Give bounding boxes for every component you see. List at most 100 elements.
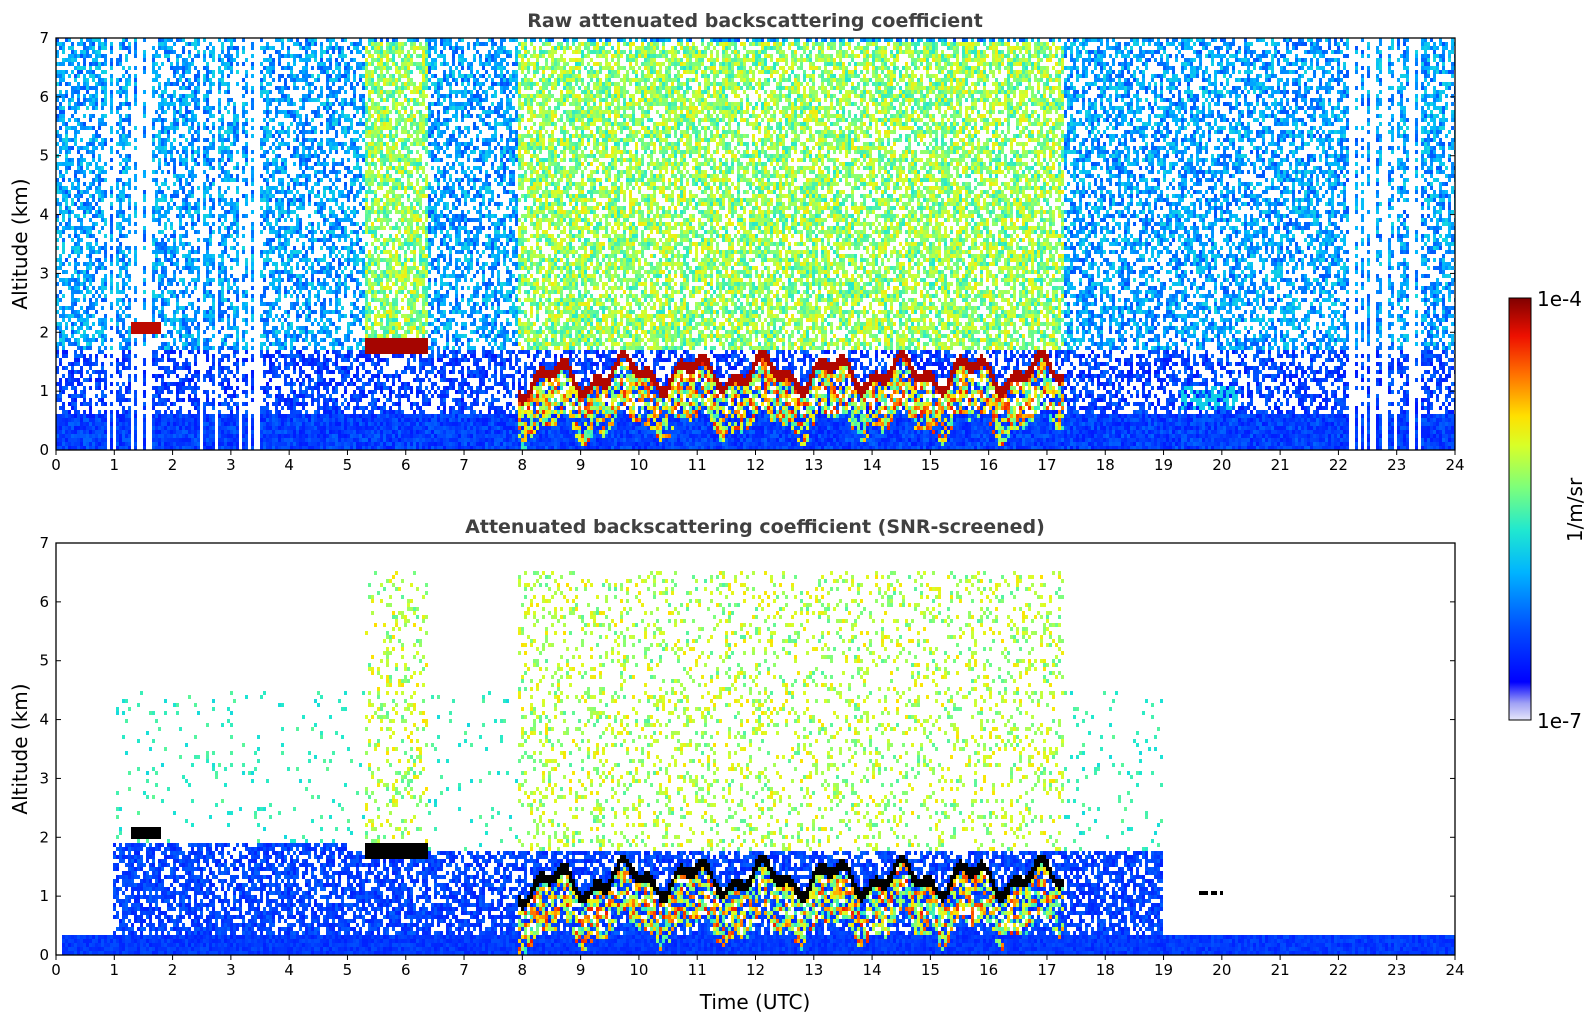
heatmap-cell <box>65 354 68 358</box>
heatmap-cell <box>251 238 254 242</box>
heatmap-cell <box>155 178 158 182</box>
heatmap-cell <box>230 206 233 210</box>
heatmap-cell <box>110 102 113 106</box>
heatmap-cell <box>74 242 77 246</box>
heatmap-cell <box>155 74 158 78</box>
heatmap-cell <box>170 262 173 266</box>
heatmap-cell <box>317 390 320 394</box>
heatmap-cell <box>188 206 191 210</box>
heatmap-cell <box>203 438 206 442</box>
heatmap-cell <box>89 70 92 74</box>
heatmap-cell <box>149 330 152 334</box>
heatmap-cell <box>104 414 107 418</box>
heatmap-cell <box>221 134 224 138</box>
heatmap-cell <box>188 110 191 114</box>
heatmap-cell <box>305 374 308 378</box>
heatmap-cell <box>305 50 308 54</box>
heatmap-cell <box>203 402 206 406</box>
heatmap-cell <box>302 66 305 70</box>
heatmap-cell <box>161 214 164 218</box>
heatmap-cell <box>326 266 329 270</box>
heatmap-cell <box>164 82 167 86</box>
heatmap-cell <box>323 186 326 190</box>
heatmap-cell <box>293 118 296 122</box>
heatmap-cell <box>179 102 182 106</box>
heatmap-cell <box>188 262 191 266</box>
heatmap-cell <box>188 370 191 374</box>
heatmap-cell <box>242 178 245 182</box>
heatmap-cell <box>173 278 176 282</box>
heatmap-cell <box>299 130 302 134</box>
heatmap-cell <box>92 418 95 422</box>
heatmap-cell <box>320 394 323 398</box>
heatmap-cell <box>269 230 272 234</box>
heatmap-cell <box>329 58 332 62</box>
heatmap-cell <box>164 54 167 58</box>
heatmap-cell <box>77 358 80 362</box>
heatmap-cell <box>245 350 248 354</box>
heatmap-cell <box>185 242 188 246</box>
heatmap-cell <box>326 290 329 294</box>
heatmap-cell <box>152 46 155 50</box>
heatmap-cell <box>125 70 128 74</box>
heatmap-cell <box>251 358 254 362</box>
heatmap-cell <box>173 426 176 430</box>
heatmap-cell <box>335 410 338 414</box>
heatmap-cell <box>182 114 185 118</box>
heatmap-cell <box>302 398 305 402</box>
heatmap-cell <box>191 62 194 66</box>
heatmap-cell <box>191 414 194 418</box>
heatmap-cell <box>293 382 296 386</box>
heatmap-cell <box>212 402 215 406</box>
heatmap-cell <box>278 54 281 58</box>
heatmap-cell <box>302 358 305 362</box>
heatmap-cell <box>230 58 233 62</box>
heatmap-cell <box>74 142 77 146</box>
heatmap-cell <box>290 102 293 106</box>
heatmap-cell <box>188 350 191 354</box>
heatmap-cell <box>98 426 101 430</box>
heatmap-cell <box>143 422 146 426</box>
heatmap-cell <box>77 370 80 374</box>
heatmap-cell <box>122 442 125 446</box>
heatmap-cell <box>335 338 338 342</box>
heatmap-cell <box>245 294 248 298</box>
heatmap-cell <box>320 50 323 54</box>
heatmap-cell <box>230 346 233 350</box>
heatmap-cell <box>221 310 224 314</box>
heatmap-cell <box>224 190 227 194</box>
heatmap-cell <box>263 126 266 130</box>
heatmap-cell <box>236 190 239 194</box>
heatmap-cell <box>206 78 209 82</box>
heatmap-cell <box>218 130 221 134</box>
heatmap-cell <box>221 270 224 274</box>
heatmap-cell <box>170 82 173 86</box>
heatmap-cell <box>101 282 104 286</box>
heatmap-cell <box>203 158 206 162</box>
heatmap-cell <box>287 382 290 386</box>
heatmap-cell <box>74 138 77 142</box>
heatmap-cell <box>110 442 113 446</box>
heatmap-cell <box>320 418 323 422</box>
heatmap-cell <box>260 190 263 194</box>
heatmap-cell <box>161 110 164 114</box>
heatmap-cell <box>179 106 182 110</box>
heatmap-cell <box>305 410 308 414</box>
heatmap-cell <box>110 146 113 150</box>
heatmap-cell <box>299 282 302 286</box>
heatmap-cell <box>71 378 74 382</box>
heatmap-cell <box>227 126 230 130</box>
heatmap-cell <box>143 338 146 342</box>
heatmap-cell <box>227 178 230 182</box>
heatmap-cell <box>218 262 221 266</box>
heatmap-cell <box>299 198 302 202</box>
heatmap-cell <box>251 226 254 230</box>
heatmap-cell <box>287 274 290 278</box>
heatmap-cell <box>164 130 167 134</box>
heatmap-cell <box>296 146 299 150</box>
heatmap-cell <box>125 158 128 162</box>
heatmap-cell <box>71 434 74 438</box>
heatmap-cell <box>203 54 206 58</box>
heatmap-cell <box>182 62 185 66</box>
heatmap-cell <box>209 82 212 86</box>
